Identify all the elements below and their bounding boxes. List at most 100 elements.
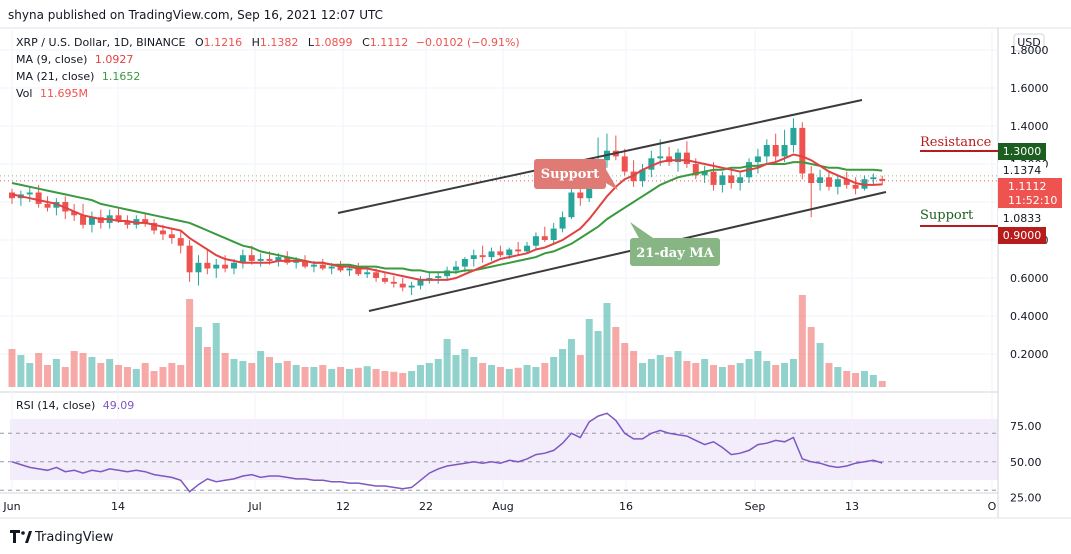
volume-bar	[372, 369, 380, 387]
volume-bar	[745, 359, 753, 387]
volume-bar	[186, 299, 194, 387]
candle-body	[186, 245, 193, 273]
candle-body	[808, 173, 815, 183]
volume-bar	[612, 327, 620, 387]
resistance-price-tag: 1.3000	[998, 143, 1046, 160]
bar-countdown: 11:52:10	[1008, 194, 1057, 207]
candle-body	[648, 158, 655, 170]
volume-bar	[106, 359, 114, 387]
price-tick-label: 1.6000	[1010, 82, 1049, 95]
volume-legend[interactable]: Vol 11.695M	[16, 87, 88, 100]
volume-bar	[585, 319, 593, 387]
channel-lower-line	[368, 191, 887, 312]
candle-body	[515, 249, 522, 252]
candle-body	[719, 175, 726, 185]
candle-body	[781, 145, 788, 157]
resistance-tag-value: 1.3000	[1003, 145, 1042, 158]
volume-bar	[567, 339, 575, 387]
candle-body	[461, 259, 468, 267]
candle-body	[381, 278, 388, 282]
volume-bar	[869, 375, 877, 387]
volume-bar	[772, 365, 780, 387]
rsi-axis[interactable]: 75.00 50.00 25.00	[1010, 420, 1042, 504]
last-price-value: 1.1112	[1008, 180, 1047, 193]
candle-body	[390, 281, 397, 284]
volume-bar	[532, 367, 540, 387]
open-value: 1.1216	[204, 36, 243, 49]
volume-bar	[727, 365, 735, 387]
volume-bar	[825, 363, 833, 387]
candle-body	[692, 164, 699, 176]
high-label: H	[252, 36, 260, 49]
candle-body	[195, 262, 202, 273]
volume-bar	[576, 355, 584, 387]
candle-body	[364, 272, 371, 275]
ma21-legend[interactable]: MA (21, close) 1.1652	[16, 70, 140, 83]
change-value: −0.0102 (−0.91%)	[416, 36, 520, 49]
price-tick-label: 1.4000	[1010, 120, 1049, 133]
currency-button-label[interactable]: USD	[1017, 36, 1041, 49]
volume-bar	[194, 327, 202, 387]
currency-button-frame[interactable]	[1013, 33, 1045, 52]
volume-bar	[789, 359, 797, 387]
candle-body	[799, 127, 806, 174]
candle-body	[532, 236, 539, 246]
candle-body	[213, 264, 220, 269]
candle-body	[408, 285, 415, 288]
volume-bar	[345, 369, 353, 387]
volume-bar	[781, 363, 789, 387]
support-tag-box	[998, 227, 1046, 244]
candle-body	[817, 177, 824, 183]
volume-bar	[310, 367, 318, 387]
volume-bar	[416, 365, 424, 387]
price-tick-label: 0.4000	[1010, 310, 1049, 323]
tradingview-logo-icon	[10, 530, 20, 543]
candle-body	[417, 279, 424, 286]
last-price-tag-box	[998, 178, 1062, 208]
tradingview-logo[interactable]: TradingView	[10, 530, 114, 545]
time-axis[interactable]: Jun 14 Jul 12 22 Aug 16 Sep 13 O	[2, 500, 996, 513]
volume-bar	[843, 371, 851, 387]
volume-bar	[301, 367, 309, 387]
volume-bar	[798, 295, 806, 387]
volume-bar	[88, 357, 96, 387]
volume-bars	[8, 295, 886, 387]
volume-bar	[292, 365, 300, 387]
volume-bar	[399, 373, 407, 387]
candle-body	[675, 152, 681, 163]
volume-bar	[878, 381, 886, 387]
support-annotation-box	[534, 159, 606, 189]
volume-bar	[443, 339, 451, 387]
rsi-legend[interactable]: RSI (14, close) 49.09	[16, 399, 134, 412]
currency-button[interactable]: USD	[1013, 33, 1045, 52]
volume-bar	[8, 349, 16, 387]
time-tick-label: 12	[336, 500, 350, 513]
volume-bar	[763, 361, 771, 387]
candle-body	[843, 179, 850, 185]
ma9-legend[interactable]: MA (9, close) 1.0927	[16, 53, 133, 66]
volume-bar	[97, 363, 105, 387]
candle-body	[44, 203, 51, 208]
candle-body	[124, 221, 131, 225]
candle-body	[159, 230, 166, 235]
volume-bar	[35, 353, 43, 387]
candle-body	[151, 222, 158, 231]
volume-bar	[479, 363, 487, 387]
volume-bar	[381, 371, 389, 387]
candle-body	[35, 192, 42, 204]
volume-bar	[523, 365, 531, 387]
ma-annotation-box	[630, 238, 720, 266]
candle-body	[825, 177, 832, 187]
candle-body	[559, 217, 566, 229]
time-tick-label: Jun	[2, 500, 20, 513]
volume-bar	[44, 365, 52, 387]
candle-body	[550, 228, 557, 240]
candle-body	[870, 177, 877, 180]
candle-body	[728, 175, 735, 183]
volume-bar	[203, 347, 211, 387]
volume-bar	[656, 355, 664, 387]
volume-bar	[257, 351, 265, 387]
volume-bar	[683, 361, 691, 387]
time-tick-label: Aug	[492, 500, 513, 513]
